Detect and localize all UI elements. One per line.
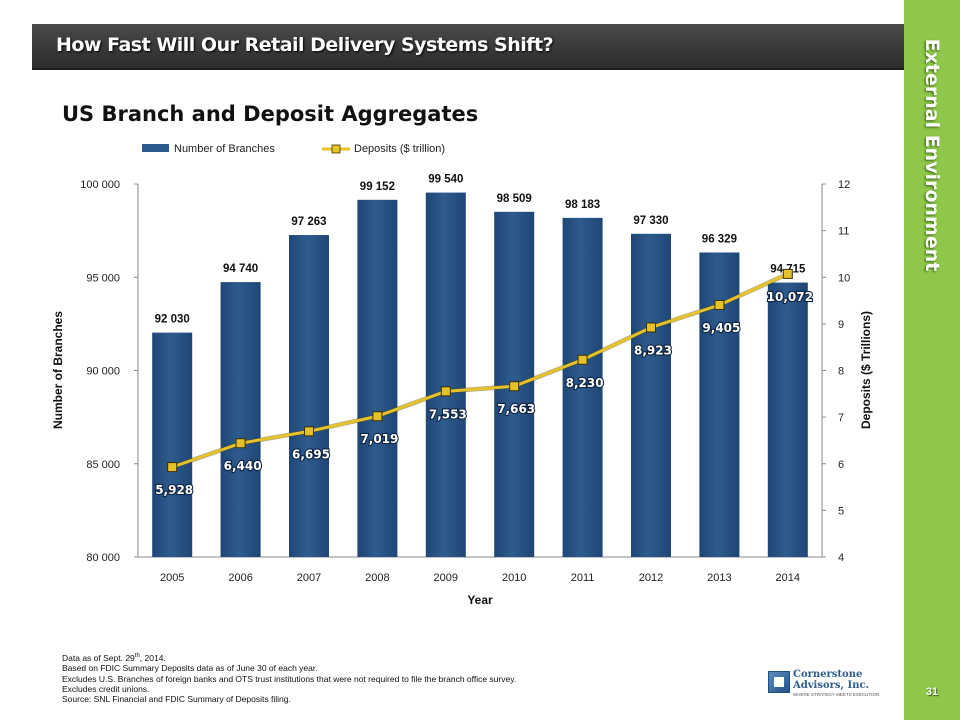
line-value-label: 7,553 — [429, 407, 467, 421]
slide-header: How Fast Will Our Retail Delivery System… — [32, 24, 904, 70]
bar-value-label: 98 183 — [565, 199, 600, 211]
legend-label-deposits: Deposits ($ trillion) — [354, 143, 445, 155]
bar-value-label: 96 329 — [702, 233, 737, 245]
x-tick-label: 2005 — [160, 572, 184, 584]
bar-value-label: 98 509 — [497, 193, 532, 205]
line-point-deposits — [509, 381, 520, 392]
logo-name-line2: Advisors, Inc. — [793, 680, 870, 691]
y2-tick-label: 6 — [838, 459, 844, 471]
slide-header-title: How Fast Will Our Retail Delivery System… — [56, 34, 554, 56]
line-point-deposits — [167, 462, 178, 473]
bar-branches — [425, 192, 466, 558]
x-tick-label: 2007 — [297, 572, 321, 584]
y2-tick-label: 9 — [838, 319, 844, 331]
chart-title: US Branch and Deposit Aggregates — [62, 102, 479, 126]
y2-tick-label: 5 — [838, 505, 844, 517]
side-band — [904, 0, 960, 720]
footnote-source: Source: SNL Financial and FDIC Summary o… — [62, 694, 291, 705]
y-axis-title: Number of Branches — [51, 311, 65, 429]
y2-axis-title: Deposits ($ Trillions) — [859, 311, 873, 429]
x-tick-label: 2012 — [639, 572, 663, 584]
bar-branches — [289, 235, 329, 557]
line-value-label: 5,928 — [155, 483, 193, 497]
bar-branches — [152, 332, 193, 557]
bar-branches — [631, 233, 671, 557]
side-label: External Environment — [921, 38, 943, 272]
x-tick-label: 2011 — [571, 572, 595, 584]
logo-name-line1: Cornerstone — [793, 669, 863, 680]
bar-value-label: 94 740 — [223, 263, 258, 275]
footnote-date: Data as of Sept. 29th, 2014. — [62, 651, 516, 663]
logo-mark-icon — [768, 671, 790, 693]
line-deposits — [171, 272, 789, 469]
line-point-deposits — [235, 438, 246, 449]
legend-label-branches: Number of Branches — [174, 143, 275, 155]
footnote-credit-unions: Excludes credit unions. — [62, 684, 150, 695]
y2-tick-label: 8 — [838, 366, 844, 378]
x-tick-label: 2009 — [434, 572, 458, 584]
footnote-date-suffix: , 2014. — [139, 652, 166, 663]
bar-value-label: 97 263 — [291, 216, 326, 228]
y-tick-label: 85 000 — [86, 459, 120, 471]
line-point-deposits — [372, 411, 383, 422]
x-tick-label: 2006 — [228, 572, 252, 584]
line-point-deposits — [440, 386, 451, 397]
x-tick-label: 2014 — [776, 572, 800, 584]
logo-name: Cornerstone Advisors, Inc. — [793, 669, 869, 691]
bar-branches — [767, 282, 808, 557]
bar-value-label: 99 152 — [360, 181, 395, 193]
bar-branches — [220, 282, 261, 557]
x-axis-title: Year — [467, 593, 493, 607]
footnote-date-prefix: Data as of Sept. 29 — [62, 652, 135, 663]
legend-swatch-branches — [142, 144, 169, 152]
logo-tagline: WHERE STRATEGY MEETS EXECUTION — [793, 692, 880, 697]
footnote-basis: Based on FDIC Summary Deposits data as o… — [62, 663, 318, 674]
page-number: 31 — [925, 686, 939, 698]
footnotes: Data as of Sept. 29th, 2014. Based on FD… — [62, 651, 516, 705]
chart: 80 000 85 000 90 000 95 000 100 000 4 5 6 7 8 9 10 1… — [51, 143, 873, 607]
x-tick-label: 2010 — [502, 572, 526, 584]
footnote-exclusions: Excludes U.S. Branches of foreign banks … — [62, 673, 517, 684]
line-value-label: 9,405 — [702, 321, 740, 335]
company-logo: Cornerstone Advisors, Inc. WHERE STRATEG… — [768, 669, 888, 709]
line-value-label: 6,440 — [224, 459, 262, 473]
line-value-label: 7,019 — [360, 432, 398, 446]
line-point-deposits — [714, 299, 725, 310]
line-value-label: 7,663 — [497, 402, 535, 416]
footnote-date-sup: th — [134, 653, 140, 659]
bar-value-label: 97 330 — [633, 215, 668, 227]
line-point-deposits — [304, 426, 314, 437]
bar-branches — [357, 199, 398, 558]
line-point-deposits — [646, 322, 656, 333]
line-point-deposits — [577, 354, 588, 365]
y2-tick-label: 11 — [838, 226, 849, 238]
bar-branches — [562, 217, 603, 557]
line-value-label: 8,230 — [566, 376, 604, 390]
y2-tick-label: 7 — [838, 412, 844, 424]
legend-swatch-deposits-marker — [331, 144, 341, 154]
bar-value-label: 99 540 — [428, 174, 463, 186]
y-tick-label: 95 000 — [86, 272, 120, 284]
y-tick-label: 100 000 — [80, 179, 120, 191]
line-point-deposits — [782, 268, 793, 279]
x-tick-label: 2008 — [365, 572, 389, 584]
line-value-label: 8,923 — [634, 343, 672, 357]
line-value-label: 10,072 — [767, 290, 813, 304]
y2-tick-label: 12 — [838, 179, 850, 191]
y-tick-label: 90 000 — [86, 366, 120, 378]
y2-tick-label: 10 — [838, 272, 850, 284]
x-tick-label: 2013 — [707, 572, 731, 584]
y2-tick-label: 4 — [838, 552, 844, 564]
y-tick-label: 80 000 — [86, 552, 120, 564]
line-value-label: 6,695 — [292, 447, 330, 461]
bar-value-label: 92 030 — [155, 314, 190, 326]
